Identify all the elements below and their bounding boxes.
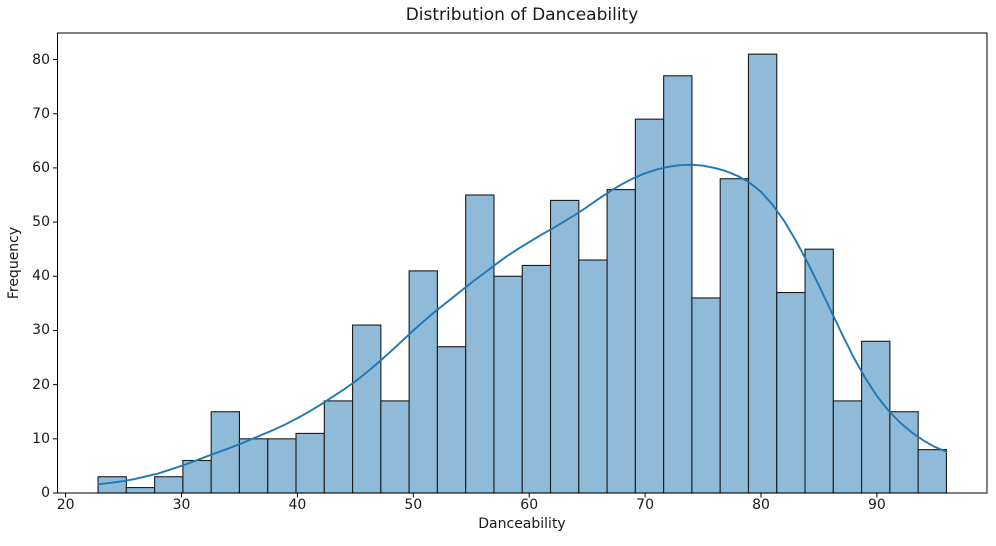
- histogram-bar: [267, 438, 297, 494]
- histogram-bar: [295, 432, 325, 494]
- y-axis-label: Frequency: [6, 226, 22, 300]
- y-tick-label: 60: [32, 159, 50, 176]
- histogram-bar: [352, 324, 382, 494]
- y-tick-label: 10: [32, 430, 50, 447]
- y-tick-label: 20: [32, 376, 50, 393]
- histogram-bar: [804, 248, 834, 494]
- kde-curve: [97, 163, 948, 486]
- histogram-bar: [663, 75, 693, 494]
- histogram-bar: [917, 449, 947, 494]
- x-tick-label: 60: [520, 497, 539, 513]
- x-tick-label: 50: [404, 497, 423, 513]
- x-axis-label: Danceability: [478, 516, 566, 532]
- histogram-bar: [97, 476, 127, 494]
- histogram-bar: [154, 476, 184, 494]
- histogram-bar: [606, 189, 636, 494]
- histogram-bar: [549, 199, 580, 494]
- y-tick-label: 40: [32, 268, 50, 285]
- histogram-bar: [465, 194, 495, 494]
- y-tick-label: 80: [32, 51, 50, 68]
- histogram-bar: [493, 275, 523, 494]
- histogram-bar: [380, 400, 410, 494]
- histogram-bar: [238, 438, 269, 494]
- histogram-bar: [578, 259, 608, 494]
- y-tick-label: 0: [41, 485, 50, 501]
- x-tick-label: 70: [636, 497, 654, 513]
- x-tick-label: 90: [867, 497, 886, 513]
- x-tick-label: 40: [288, 497, 307, 513]
- histogram-bar: [776, 291, 806, 494]
- histogram-bar: [182, 459, 212, 494]
- axes-spines: [57, 32, 988, 494]
- histogram-bar: [125, 487, 156, 494]
- histogram-bar: [747, 53, 778, 494]
- y-tick-label: 30: [32, 322, 50, 339]
- histogram-bar: [323, 400, 354, 494]
- x-tick-label: 20: [56, 497, 75, 513]
- x-tick-label: 80: [752, 497, 770, 513]
- histogram-bar: [719, 178, 750, 494]
- histogram-bar: [889, 411, 919, 494]
- histogram-bar: [832, 400, 863, 494]
- y-tick-label: 50: [32, 214, 50, 231]
- histogram-bar: [861, 340, 891, 494]
- y-tick-label: 70: [32, 105, 50, 122]
- histogram-bar: [408, 270, 438, 494]
- chart-title: Distribution of Danceability: [405, 5, 639, 25]
- histogram-bar: [521, 264, 552, 494]
- x-tick-label: 30: [172, 497, 191, 513]
- histogram-bar: [691, 297, 721, 494]
- histogram-bar: [436, 346, 467, 494]
